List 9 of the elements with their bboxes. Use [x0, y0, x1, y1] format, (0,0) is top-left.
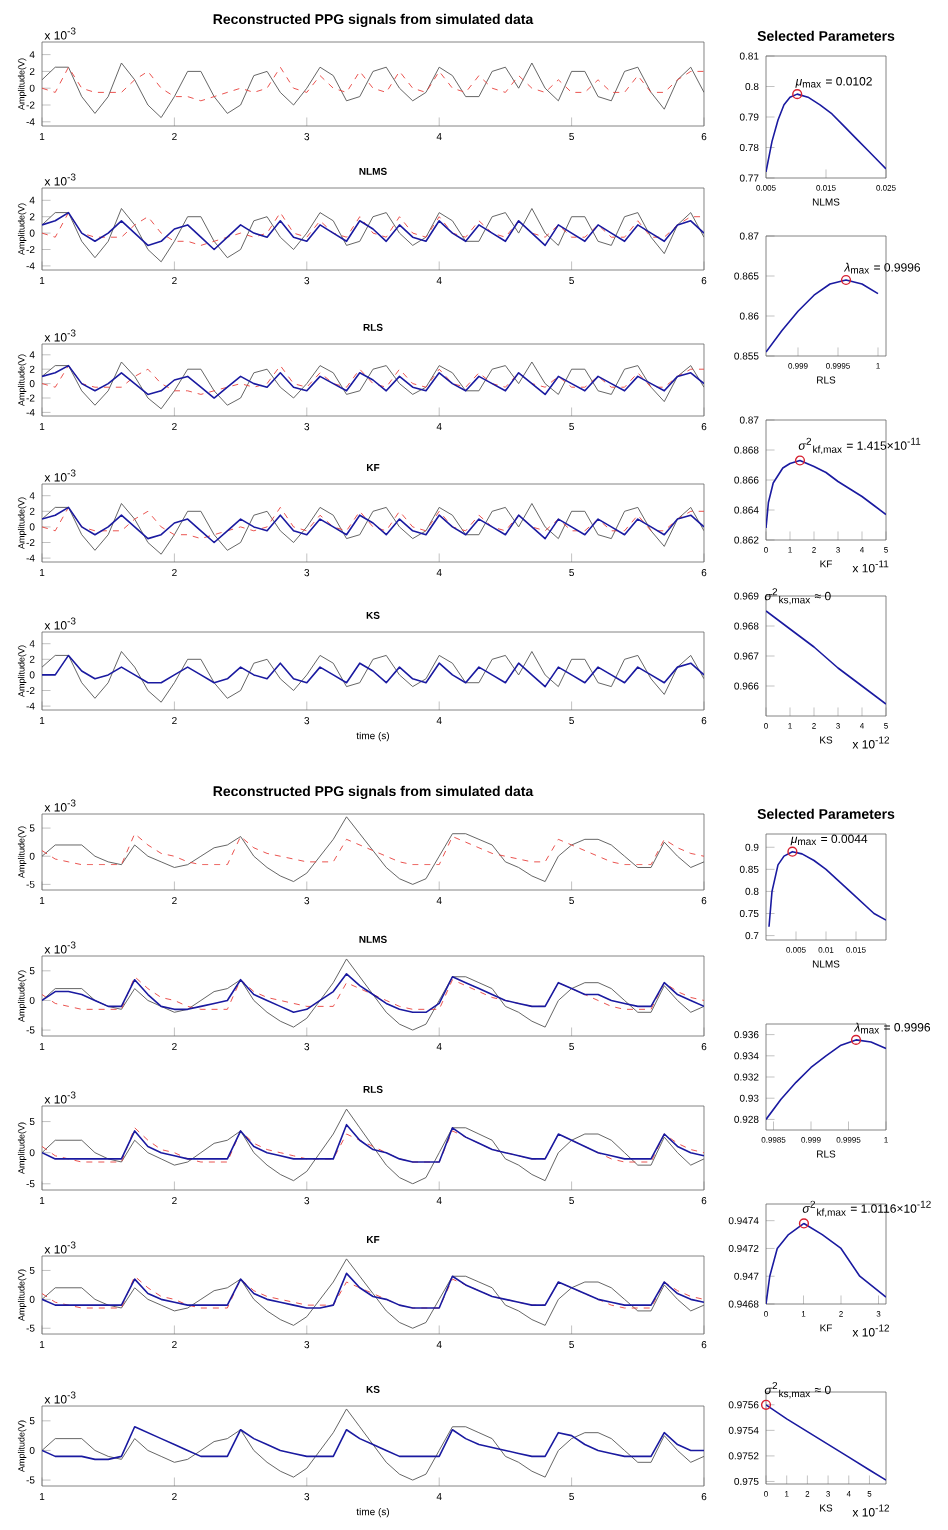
line-series [766, 93, 887, 173]
line-series [766, 610, 886, 705]
line-series [42, 361, 704, 410]
line-series [42, 208, 704, 263]
line-series [42, 503, 704, 555]
line-series [42, 651, 704, 703]
line-series [766, 279, 879, 353]
line-series [42, 62, 704, 119]
line-series [766, 1039, 887, 1121]
